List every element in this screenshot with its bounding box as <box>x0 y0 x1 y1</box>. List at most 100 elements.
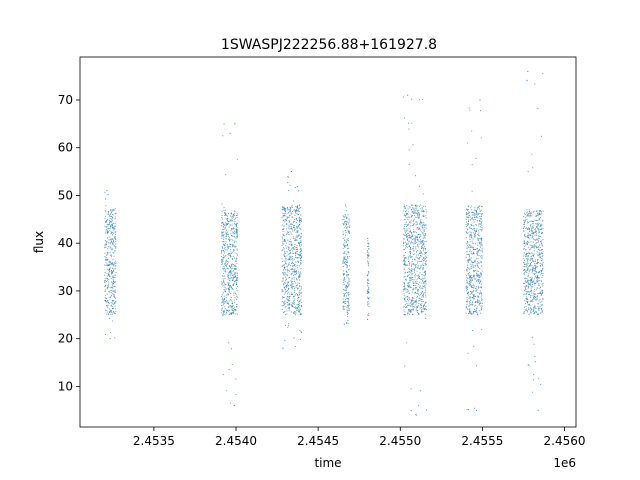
data-point <box>407 213 409 215</box>
data-point <box>472 275 474 277</box>
data-point <box>424 255 426 257</box>
data-point <box>476 302 479 304</box>
data-point <box>114 297 116 299</box>
data-point <box>291 292 293 294</box>
data-point <box>347 322 349 324</box>
data-point <box>542 255 544 257</box>
data-point <box>347 301 349 303</box>
data-point <box>534 276 536 278</box>
data-point <box>410 286 412 288</box>
data-point <box>424 284 426 286</box>
data-point <box>421 309 423 311</box>
data-point <box>298 217 300 219</box>
data-point <box>367 243 369 245</box>
data-point <box>523 311 525 313</box>
data-point <box>288 225 290 227</box>
data-point <box>412 207 414 210</box>
data-point <box>539 262 541 264</box>
data-point <box>419 251 421 253</box>
data-point <box>111 269 113 272</box>
data-point <box>283 209 285 211</box>
data-point <box>527 263 529 265</box>
data-point <box>410 304 412 306</box>
data-point <box>287 258 289 260</box>
data-point <box>473 251 475 253</box>
data-point <box>465 211 467 213</box>
data-point <box>403 299 405 301</box>
data-point <box>469 271 471 274</box>
data-point <box>527 298 529 300</box>
data-point <box>540 279 542 281</box>
data-point <box>291 302 293 304</box>
data-point <box>409 276 411 278</box>
data-point <box>470 251 472 253</box>
data-point <box>528 212 530 215</box>
data-point <box>523 294 525 296</box>
data-point <box>425 209 427 211</box>
data-point <box>294 295 296 297</box>
data-point <box>220 295 223 297</box>
data-point <box>412 277 414 279</box>
data-point <box>108 213 110 215</box>
data-point <box>420 218 422 220</box>
data-point <box>234 217 237 219</box>
data-point <box>473 266 475 268</box>
data-point <box>472 264 474 266</box>
data-point <box>417 246 420 248</box>
data-point <box>234 249 236 251</box>
data-point <box>465 208 468 210</box>
data-point <box>105 301 107 303</box>
data-point <box>418 283 420 285</box>
data-point <box>225 217 227 219</box>
data-point <box>300 236 302 238</box>
data-point <box>540 264 542 267</box>
data-point <box>106 301 108 303</box>
data-point <box>466 212 468 215</box>
data-point <box>104 278 106 280</box>
data-point <box>537 272 539 274</box>
data-point <box>285 242 287 244</box>
data-point <box>345 298 347 300</box>
data-point <box>231 313 233 315</box>
data-point <box>477 234 479 236</box>
data-point <box>281 249 283 252</box>
data-point <box>411 273 413 275</box>
data-point <box>424 241 426 243</box>
data-point <box>542 285 544 287</box>
data-point <box>527 364 529 366</box>
data-point <box>529 212 531 214</box>
data-point <box>347 229 349 231</box>
data-point <box>283 311 285 313</box>
data-point <box>409 221 411 224</box>
data-point <box>283 234 285 236</box>
data-point <box>539 236 541 238</box>
data-point <box>293 300 295 302</box>
data-point <box>345 260 347 262</box>
data-point <box>296 209 298 211</box>
data-point <box>233 294 235 296</box>
data-point <box>418 252 420 254</box>
data-point <box>528 211 530 213</box>
data-point <box>293 286 295 288</box>
data-point <box>288 209 291 211</box>
data-point <box>223 284 225 286</box>
data-point <box>346 298 348 300</box>
data-point <box>424 257 426 260</box>
data-point <box>478 301 480 303</box>
data-point <box>292 261 294 263</box>
data-point <box>409 269 411 271</box>
data-point <box>290 209 292 211</box>
data-point <box>413 271 415 273</box>
data-point <box>537 293 539 295</box>
data-point <box>540 240 542 242</box>
data-point <box>466 292 468 294</box>
data-point <box>343 270 345 272</box>
data-point <box>410 388 412 390</box>
data-point <box>366 260 369 262</box>
data-point <box>286 285 288 288</box>
data-point <box>479 301 481 303</box>
data-point <box>346 271 348 274</box>
data-point <box>420 221 422 223</box>
data-point <box>413 218 415 220</box>
data-point <box>224 228 226 230</box>
